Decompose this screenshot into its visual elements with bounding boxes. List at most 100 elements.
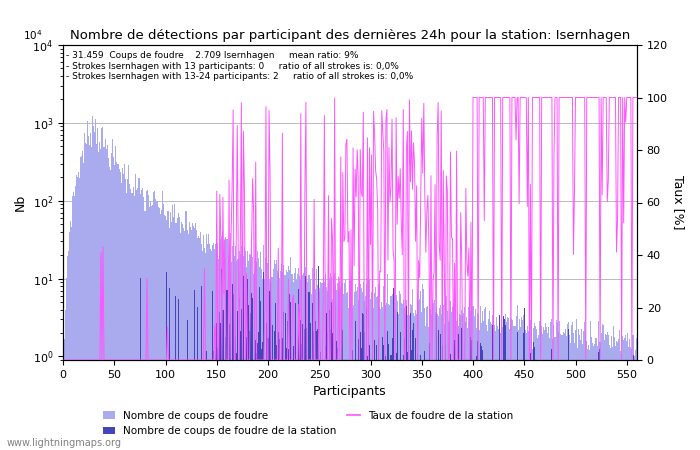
Bar [405,314,406,450]
Bar [91,147,92,450]
Bar [196,230,197,450]
Bar [301,267,302,450]
Bar [262,279,263,450]
Bar [305,267,307,450]
Bar [169,228,170,450]
Bar [305,276,307,450]
Bar [118,164,119,450]
Bar [527,326,528,450]
Bar [285,275,286,450]
Bar [453,304,454,450]
Bar [438,315,439,450]
Bar [323,278,324,450]
Bar [220,238,221,450]
Bar [475,328,477,450]
Bar [106,145,108,450]
Bar [197,238,198,450]
Bar [336,290,337,450]
Bar [287,321,288,450]
Bar [573,333,574,450]
Bar [488,320,489,450]
Bar [533,328,534,450]
Bar [556,320,557,450]
Y-axis label: Nb: Nb [14,194,27,211]
Bar [259,287,260,450]
Bar [232,241,234,450]
Bar [364,301,365,450]
Bar [220,323,221,450]
Bar [406,306,407,450]
Bar [452,307,453,450]
Bar [326,313,327,450]
Bar [281,333,282,450]
Bar [141,190,142,450]
Bar [336,341,337,450]
Bar [178,212,179,450]
Y-axis label: Taux [%]: Taux [%] [671,175,685,230]
Bar [580,340,581,450]
Bar [353,305,354,450]
Bar [263,272,265,450]
Bar [157,201,158,450]
Bar [206,351,207,450]
Bar [490,322,491,450]
Bar [547,333,548,450]
Bar [209,243,210,450]
Bar [626,341,627,450]
Bar [215,244,216,450]
Bar [347,292,349,450]
Bar [309,323,311,450]
Bar [575,330,576,450]
Bar [194,228,195,450]
Bar [589,350,590,450]
Text: $10^4$: $10^4$ [23,28,42,42]
Bar [228,324,230,450]
Bar [481,323,482,450]
Bar [246,337,247,450]
Bar [217,243,218,450]
Bar [617,342,618,450]
Bar [541,326,542,450]
Bar [221,269,223,450]
Bar [360,288,362,450]
Bar [285,313,286,450]
Bar [120,172,121,450]
Bar [245,251,246,450]
Bar [64,310,66,450]
Bar [248,305,249,450]
Bar [379,307,380,450]
Taux de foudre de la station [561,95,570,100]
Bar [417,310,418,450]
Bar [261,349,262,450]
Bar [278,332,279,450]
Bar [397,312,398,450]
Bar [301,344,302,450]
Bar [404,339,405,450]
Bar [588,345,589,450]
Bar [234,246,236,450]
Bar [360,348,362,450]
Bar [402,300,404,450]
Bar [428,327,429,450]
Bar [154,191,155,450]
Taux de foudre de la station [107,357,116,363]
Bar [321,283,322,450]
Bar [329,310,330,450]
Bar [331,302,332,450]
Bar [230,262,232,450]
Bar [533,342,534,450]
Bar [456,320,457,450]
Bar [523,315,524,450]
Bar [422,284,423,450]
Bar [543,327,544,450]
Bar [225,237,227,450]
Bar [159,208,160,450]
Bar [238,259,239,450]
Bar [93,126,95,450]
Bar [480,343,481,450]
Taux de foudre de la station [431,182,440,187]
Bar [542,334,543,450]
Bar [283,266,284,450]
Text: - 31.459  Coups de foudre    2.709 Isernhagen     mean ratio: 9%
- Strokes Isern: - 31.459 Coups de foudre 2.709 Isernhage… [66,51,413,81]
Bar [442,345,443,450]
